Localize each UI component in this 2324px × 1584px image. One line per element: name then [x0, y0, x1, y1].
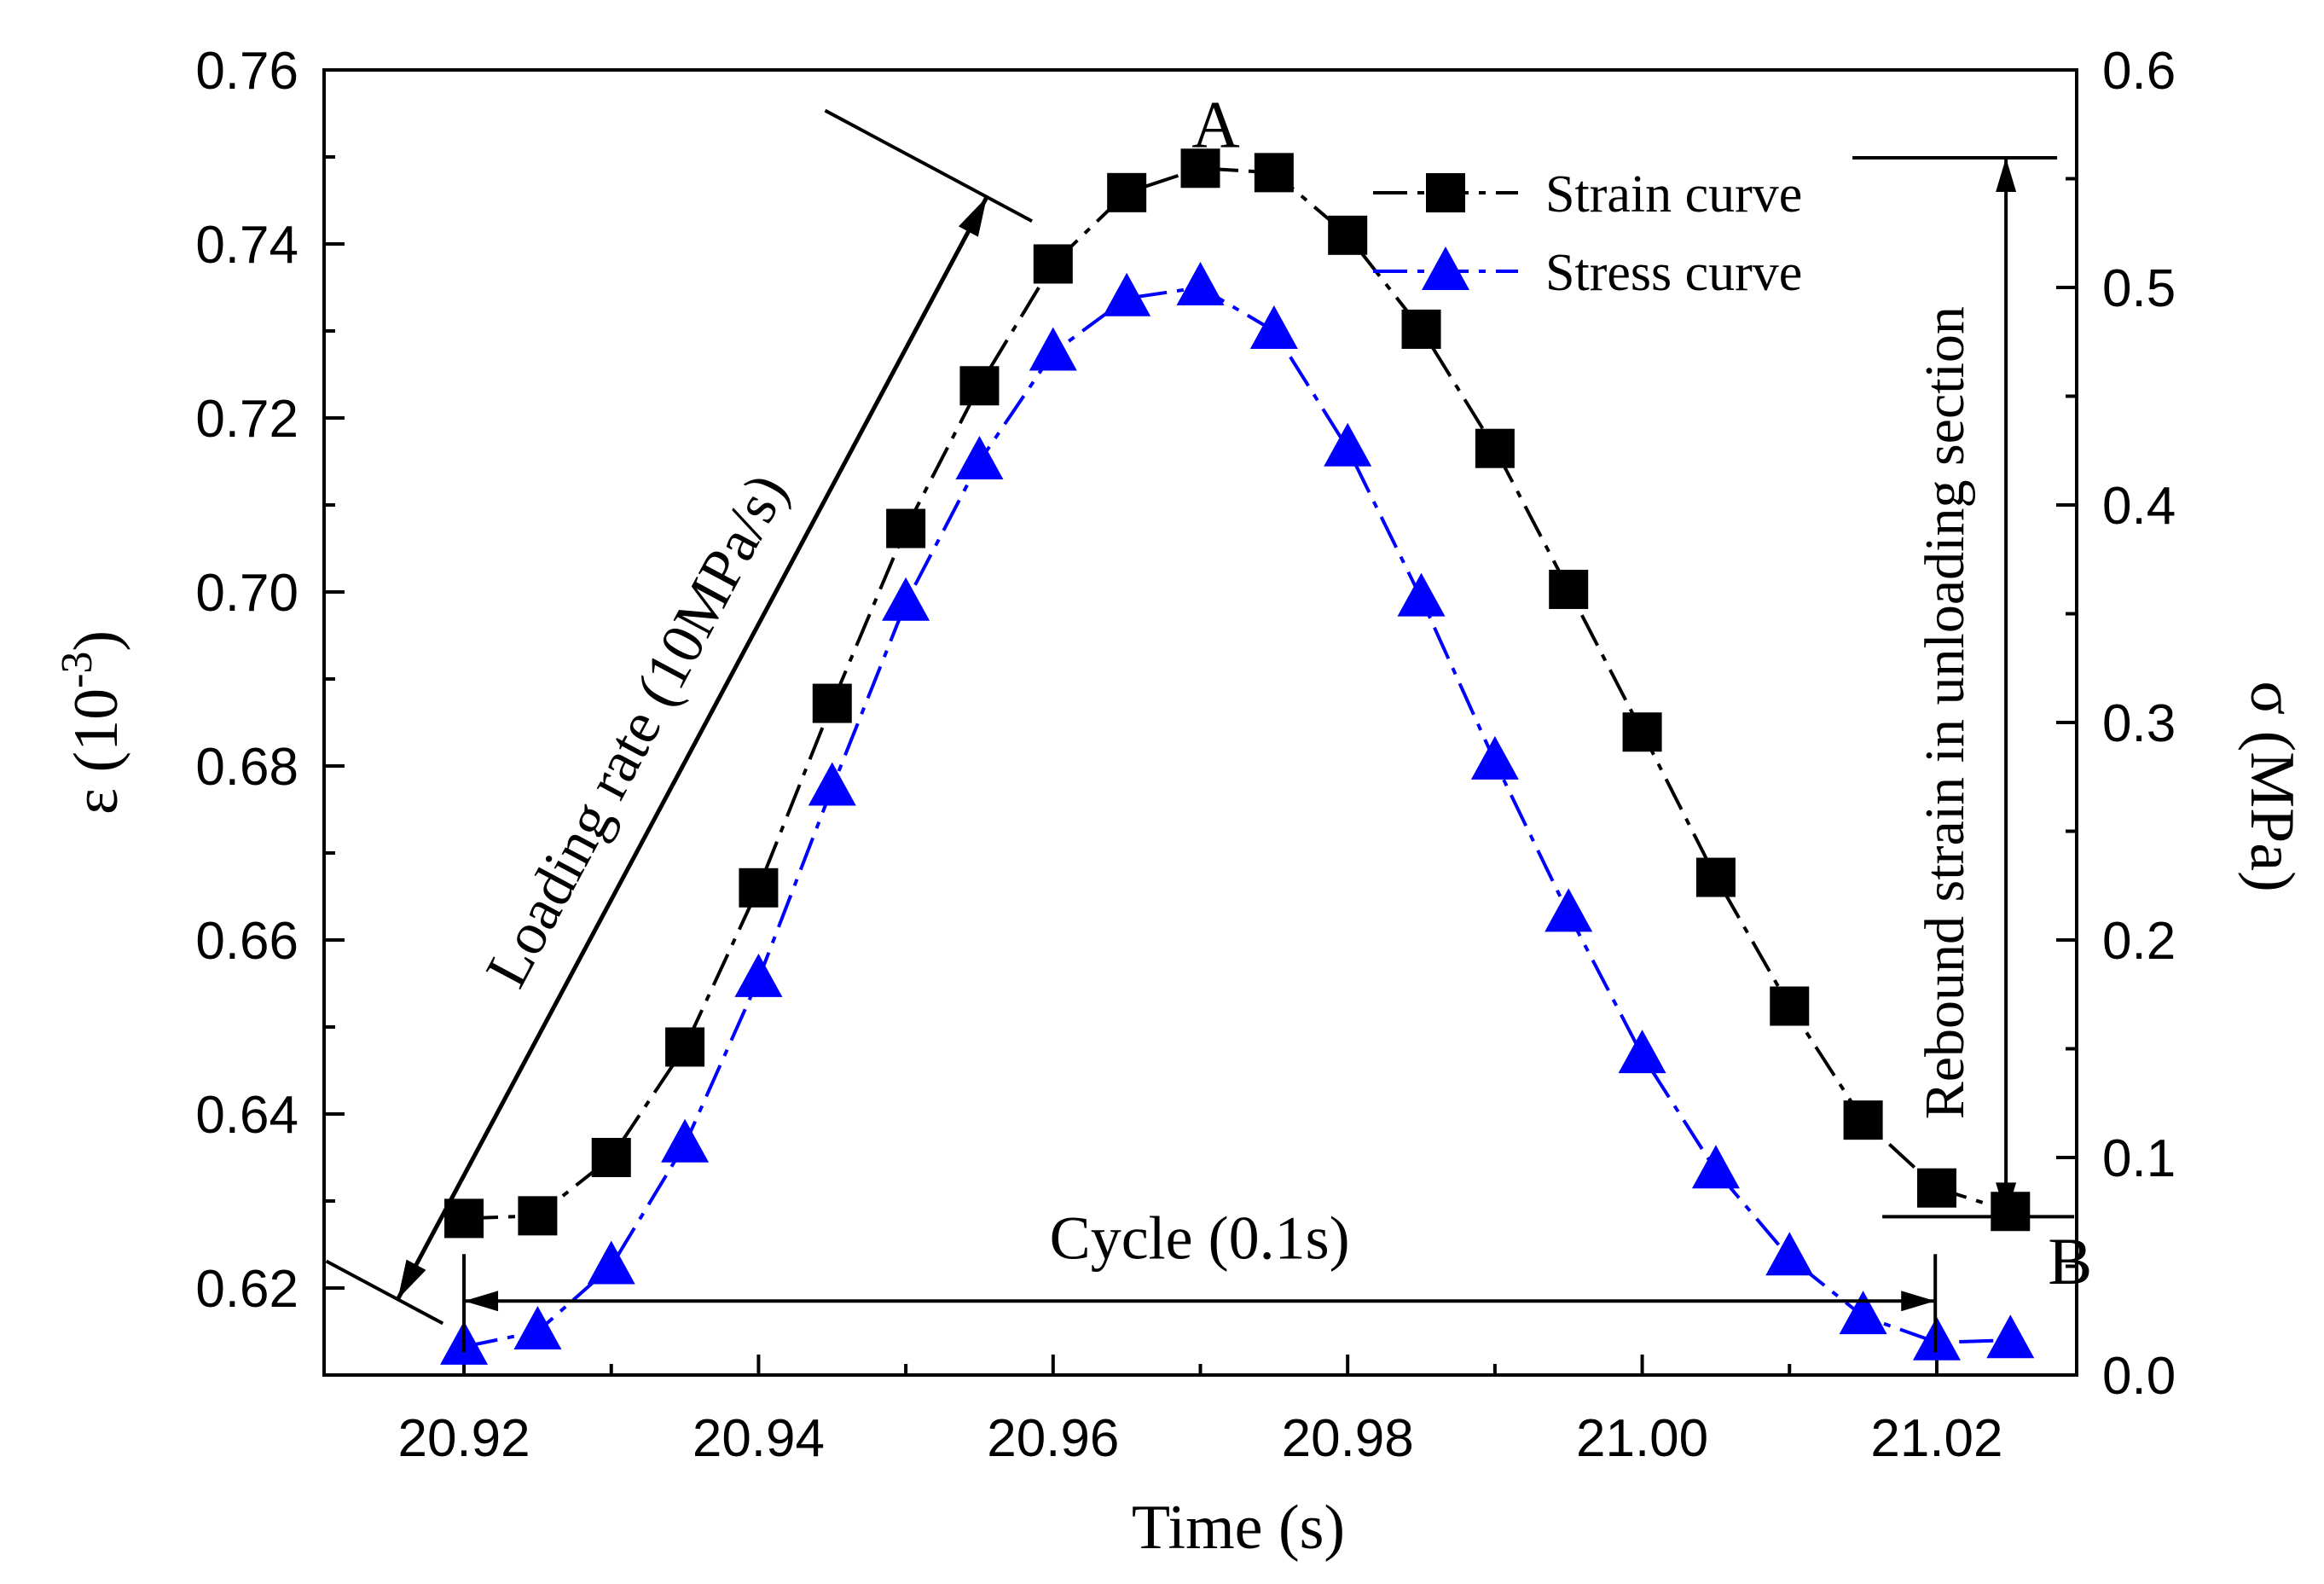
strain-data-point: [1770, 986, 1810, 1026]
rebound-arrowhead-bottom: [1996, 1182, 2017, 1217]
cycle-arrowhead-left: [464, 1291, 499, 1312]
x-axis-ticks: 20.92 20.94 20.96 20.98 21.00 21.02: [397, 1355, 2003, 1468]
stress-data-point: [734, 953, 783, 997]
left-y-tick-label: 0.74: [195, 216, 298, 275]
stress-data-point: [882, 577, 930, 621]
legend: Strain curve Stress curve: [1373, 165, 1802, 302]
stress-data-point: [808, 762, 856, 806]
strain-data-point: [959, 366, 1000, 406]
strain-data-point: [444, 1198, 484, 1239]
annotations: A B Cycle (0.1s) Loading rate (10MPa/s) …: [325, 87, 2092, 1353]
left-y-tick-label: 0.68: [195, 738, 298, 797]
legend-strain-marker: [1426, 173, 1465, 212]
right-y-axis-ticks: 0.0 0.1 0.2 0.3 0.4 0.5 0.6: [2056, 42, 2176, 1406]
left-y-tick-label: 0.62: [195, 1260, 298, 1319]
right-y-tick-label: 0.4: [2102, 477, 2176, 536]
stress-data-point: [955, 436, 1004, 479]
stress-curve-line: [463, 285, 2011, 1349]
left-y-axis-title-close: ): [61, 630, 131, 652]
strain-data-point: [665, 1027, 705, 1067]
stress-data-point: [587, 1240, 635, 1285]
right-y-tick-label: 0.1: [2102, 1129, 2176, 1188]
loading-rate-arrowhead-top: [958, 196, 988, 237]
x-tick-label: 20.96: [987, 1409, 1119, 1468]
strain-data-point: [739, 867, 779, 908]
stress-data-point: [1176, 262, 1225, 305]
strain-data-point: [1843, 1100, 1883, 1140]
stress-data-point: [1324, 422, 1372, 467]
series-layer: [440, 148, 2035, 1365]
stress-data-point: [1765, 1232, 1814, 1276]
left-y-axis-title: ε (10-3): [53, 630, 131, 815]
strain-data-point: [1475, 428, 1515, 468]
rebound-label: Rebound strain in unloading section: [1914, 306, 1976, 1119]
x-tick-label: 20.92: [397, 1409, 530, 1468]
right-y-tick-label: 0.5: [2102, 259, 2176, 318]
x-tick-label: 20.94: [693, 1409, 825, 1468]
stress-data-point: [513, 1306, 562, 1349]
legend-stress-marker: [1422, 247, 1469, 290]
cycle-arrowhead-right: [1901, 1291, 1936, 1312]
x-axis-title: Time (s): [1132, 1493, 1345, 1563]
x-tick-label: 20.98: [1282, 1409, 1414, 1468]
left-y-tick-label: 0.64: [195, 1086, 298, 1145]
stress-data-point: [1249, 305, 1298, 349]
right-y-tick-label: 0.0: [2102, 1347, 2176, 1406]
strain-data-point: [1695, 857, 1736, 897]
left-y-tick-label: 0.70: [195, 564, 298, 623]
strain-data-point: [1180, 148, 1220, 189]
right-y-axis-title: σ (MPa): [2237, 681, 2307, 891]
right-y-tick-label: 0.2: [2102, 912, 2176, 971]
right-y-tick-label: 0.3: [2102, 694, 2176, 753]
legend-strain-label: Strain curve: [1545, 165, 1802, 223]
left-y-axis-title-exponent: -3: [53, 652, 101, 688]
x-tick-label: 21.00: [1576, 1409, 1708, 1468]
stress-data-point: [1839, 1291, 1887, 1335]
strain-data-point: [1254, 153, 1294, 193]
rebound-arrowhead-top: [1996, 158, 2017, 193]
point-a-label: A: [1191, 87, 1239, 161]
stress-data-point: [1103, 272, 1151, 316]
cycle-label: Cycle (0.1s): [1050, 1204, 1350, 1272]
x-tick-label: 21.02: [1870, 1409, 2002, 1468]
strain-curve-line: [463, 166, 2011, 1221]
strain-data-point: [1033, 244, 1073, 284]
left-y-axis-ticks: 0.62 0.64 0.66 0.68 0.70 0.72 0.74 0.76: [195, 42, 345, 1377]
point-b-label: B: [2048, 1224, 2092, 1298]
stress-data-point: [1029, 327, 1077, 371]
stress-data-point: [1618, 1030, 1666, 1074]
left-y-tick-label: 0.66: [195, 912, 298, 971]
stress-data-point: [661, 1118, 710, 1163]
strain-data-point: [1401, 309, 1441, 349]
left-y-axis-title-base: ε (10: [61, 688, 131, 815]
loading-rate-tick-bottom: [325, 1259, 444, 1326]
strain-data-point: [886, 508, 926, 548]
stress-data-point: [1986, 1314, 2035, 1359]
strain-data-point: [591, 1138, 631, 1177]
strain-data-point: [812, 683, 852, 723]
loading-rate-tick-top: [824, 108, 1033, 223]
stress-data-point: [1397, 572, 1446, 617]
legend-stress-label: Stress curve: [1545, 244, 1802, 302]
stress-data-point: [1470, 735, 1519, 780]
strain-data-point: [518, 1196, 558, 1236]
loading-rate-label: Loading rate (10MPa/s): [473, 463, 800, 997]
loading-rate-arrow: [396, 195, 989, 1301]
strain-data-point: [1107, 172, 1147, 212]
right-y-tick-label: 0.6: [2102, 42, 2176, 101]
strain-data-point: [1549, 569, 1589, 609]
stress-data-point: [1691, 1145, 1740, 1189]
left-y-tick-label: 0.72: [195, 390, 298, 449]
strain-data-point: [1328, 215, 1368, 255]
loading-rate-arrowhead-bottom: [397, 1259, 426, 1300]
strain-data-point: [1916, 1168, 1956, 1208]
stress-data-point: [1545, 888, 1593, 932]
strain-data-point: [1622, 712, 1662, 752]
left-y-tick-label: 0.76: [195, 42, 298, 101]
